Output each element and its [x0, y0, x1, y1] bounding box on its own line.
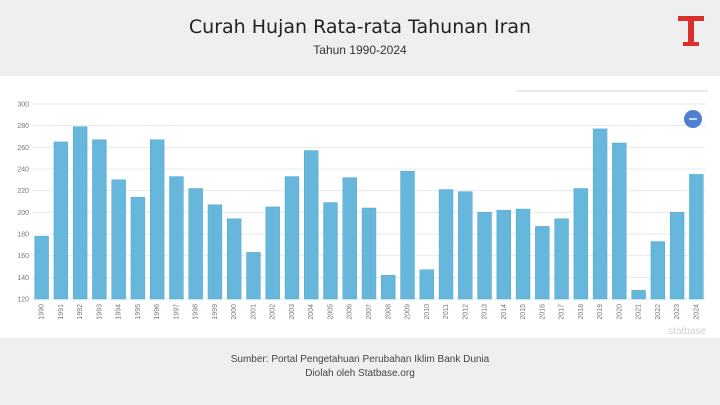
x-tick-label: 1996 [154, 304, 161, 320]
x-tick-label: 1993 [96, 304, 103, 320]
bar [419, 269, 434, 300]
bar [477, 212, 492, 300]
bar [554, 218, 569, 300]
bar [438, 189, 454, 300]
bar [631, 290, 646, 300]
chart-subtitle: Tahun 1990-2024 [313, 43, 407, 57]
bar [72, 126, 88, 300]
x-tick-label: 2005 [327, 304, 334, 320]
x-tick-label: 2017 [559, 304, 566, 320]
bar [342, 177, 357, 300]
x-tick-label: 2011 [443, 304, 450, 319]
bar [149, 139, 165, 300]
bar [169, 176, 184, 300]
logo-icon [678, 16, 704, 46]
bar [535, 226, 550, 300]
x-tick-label: 2001 [250, 304, 257, 320]
header: Curah Hujan Rata-rata Tahunan Iran Tahun… [0, 0, 720, 76]
bar [669, 212, 685, 300]
credit-note: Diolah oleh Statbase.org [305, 368, 415, 379]
x-tick-label: 2008 [385, 304, 392, 320]
x-tick-label: 2009 [405, 304, 412, 320]
x-tick-label: 2015 [520, 304, 527, 320]
x-tick-label: 1997 [173, 304, 180, 320]
bar [689, 174, 704, 300]
x-tick-label: 1991 [58, 304, 65, 320]
bar [323, 202, 338, 300]
bar [34, 235, 49, 300]
x-tick-label: 2012 [462, 304, 469, 320]
x-tick-label: 2003 [289, 304, 296, 320]
bar [227, 218, 242, 300]
bar [573, 188, 589, 300]
x-tick-label: 2019 [597, 304, 604, 320]
x-tick-label: 2006 [347, 304, 354, 320]
x-tick-label: 2023 [674, 304, 681, 320]
bar-chart: 120 140 160 180 200 220 240 260 280 300 1990 1991 19… [17, 90, 708, 337]
x-tick-label: 1992 [77, 304, 84, 320]
bar [650, 241, 666, 300]
bar [188, 188, 203, 300]
source-note: Sumber: Portal Pengetahuan Perubahan Ikl… [230, 354, 490, 365]
x-tick-label: 1995 [135, 304, 142, 320]
y-tick-label: 140 [17, 275, 29, 282]
x-tick-label: 1990 [39, 304, 46, 320]
x-tick-label: 2007 [366, 304, 373, 320]
bar [304, 150, 319, 300]
bar [592, 128, 608, 300]
x-tick-label: 2020 [616, 304, 623, 320]
y-tick-label: 220 [17, 188, 29, 195]
bar [284, 176, 300, 300]
bar [130, 196, 146, 300]
y-tick-label: 160 [17, 253, 29, 260]
y-tick-label: 300 [17, 102, 29, 109]
x-tick-label: 2021 [636, 304, 643, 320]
x-tick-label: 1998 [193, 304, 200, 320]
x-tick-label: 1999 [212, 304, 219, 320]
bar [612, 142, 627, 300]
y-tick-label: 260 [17, 145, 29, 152]
bar [381, 274, 396, 300]
bar [515, 208, 531, 300]
chart-title: Curah Hujan Rata-rata Tahunan Iran [188, 16, 532, 38]
watermark: statbase [668, 326, 706, 337]
bar [400, 170, 415, 300]
bar [361, 207, 377, 300]
y-tick-label: 280 [17, 123, 29, 130]
bar [458, 191, 473, 300]
y-tick-label: 200 [17, 210, 29, 217]
bar [111, 179, 126, 300]
x-tick-label: 2002 [270, 304, 277, 320]
y-tick-label: 180 [17, 232, 29, 239]
x-tick-label: 1994 [116, 304, 123, 320]
bar [92, 139, 107, 300]
x-tick-label: 2004 [308, 304, 315, 320]
bar [246, 252, 261, 300]
x-tick-label: 2013 [482, 304, 489, 320]
x-tick-label: 2016 [539, 304, 546, 320]
x-tick-label: 2010 [424, 304, 431, 320]
x-tick-label: 2014 [501, 304, 508, 320]
y-tick-label: 120 [17, 297, 29, 304]
y-tick-label: 240 [17, 167, 29, 174]
bar [53, 141, 69, 300]
x-tick-label: 2000 [231, 304, 238, 320]
x-tick-label: 2018 [578, 304, 585, 320]
bar [265, 206, 280, 300]
bar [496, 209, 511, 300]
bar [207, 204, 223, 300]
x-tick-label: 2024 [693, 304, 700, 320]
x-tick-label: 2022 [655, 304, 662, 320]
